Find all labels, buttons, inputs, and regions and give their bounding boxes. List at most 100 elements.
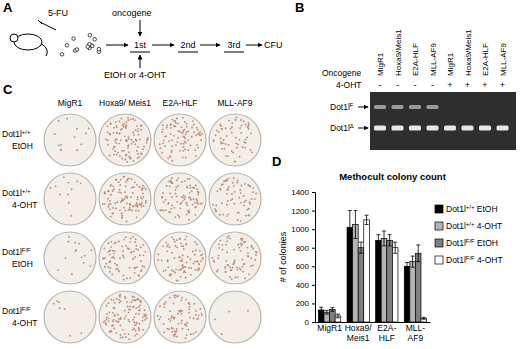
colony — [236, 147, 238, 149]
colony — [168, 328, 170, 330]
colony — [71, 273, 73, 275]
colony — [129, 267, 131, 269]
treatment-sign: + — [447, 80, 452, 90]
legend-item: Dot1lF/F 4-OHT — [435, 255, 503, 265]
colony — [119, 155, 121, 157]
colony — [136, 125, 138, 127]
colony — [186, 236, 188, 238]
colony — [129, 156, 131, 158]
tick-label: 600 — [296, 262, 310, 271]
colony — [124, 135, 126, 137]
colony — [158, 319, 160, 321]
colony — [138, 156, 140, 158]
colony — [165, 301, 167, 303]
colony — [195, 249, 197, 251]
colony — [256, 252, 258, 254]
colony — [145, 314, 147, 316]
colony — [177, 137, 179, 139]
colony — [136, 266, 138, 268]
colony — [110, 246, 112, 248]
treatment-sign: + — [500, 80, 505, 90]
colony — [127, 117, 129, 119]
colony — [182, 150, 184, 152]
colony — [138, 306, 140, 308]
colony — [249, 149, 251, 151]
colony — [162, 124, 164, 126]
colony — [181, 132, 183, 134]
colony — [110, 216, 112, 218]
colony — [242, 146, 244, 148]
colony — [164, 303, 166, 305]
dish — [44, 291, 96, 343]
colony — [174, 297, 176, 299]
colony — [173, 295, 175, 297]
colony — [117, 321, 119, 323]
colony — [254, 198, 256, 200]
colony — [111, 273, 113, 275]
colony — [110, 249, 112, 251]
colony — [196, 127, 198, 129]
colony — [113, 328, 115, 330]
dish — [44, 114, 96, 166]
colony — [124, 297, 126, 299]
legend-swatch — [435, 205, 443, 213]
colony — [186, 126, 188, 128]
colony — [115, 332, 117, 334]
colony — [176, 196, 178, 198]
colony — [118, 299, 120, 301]
axis-line — [312, 193, 316, 323]
colony — [240, 132, 242, 134]
colony — [194, 261, 196, 263]
colony — [189, 178, 191, 180]
colony — [137, 249, 139, 251]
colony — [172, 327, 174, 329]
colony — [169, 246, 171, 248]
colony — [132, 205, 134, 207]
colony — [247, 256, 249, 258]
colony — [186, 186, 188, 188]
colony — [163, 303, 165, 305]
colony — [125, 125, 127, 127]
colony — [139, 186, 141, 188]
dish-plate — [154, 173, 206, 225]
dish-plate — [99, 173, 151, 225]
colony — [118, 318, 120, 320]
colony — [54, 133, 56, 135]
arrow — [358, 128, 368, 129]
panel-label: B — [295, 0, 304, 15]
colony — [240, 192, 242, 194]
colony — [177, 177, 179, 179]
colony — [247, 252, 249, 254]
colony — [138, 330, 140, 332]
colony — [120, 318, 122, 320]
error-bar — [353, 211, 357, 239]
colony — [171, 252, 173, 254]
colony — [197, 269, 199, 271]
colony — [133, 250, 135, 252]
colony — [186, 261, 188, 263]
colony — [235, 119, 237, 121]
colony — [218, 247, 220, 249]
colony — [131, 143, 133, 145]
colony — [243, 263, 245, 265]
colony — [168, 318, 170, 320]
colony — [248, 208, 250, 210]
colony — [107, 139, 109, 141]
colony — [142, 320, 144, 322]
colony — [175, 245, 177, 247]
colony — [195, 206, 197, 208]
step-label: 2nd — [180, 40, 195, 50]
colony — [176, 336, 178, 338]
colony — [81, 256, 83, 258]
bar — [387, 240, 393, 322]
colony — [68, 236, 70, 238]
colony — [221, 202, 223, 204]
colony — [119, 294, 121, 296]
bar — [376, 240, 382, 322]
colony — [115, 268, 117, 270]
colony — [125, 155, 127, 157]
colony — [145, 200, 147, 202]
colony — [137, 206, 139, 208]
colony — [128, 319, 130, 321]
colony — [184, 180, 186, 182]
